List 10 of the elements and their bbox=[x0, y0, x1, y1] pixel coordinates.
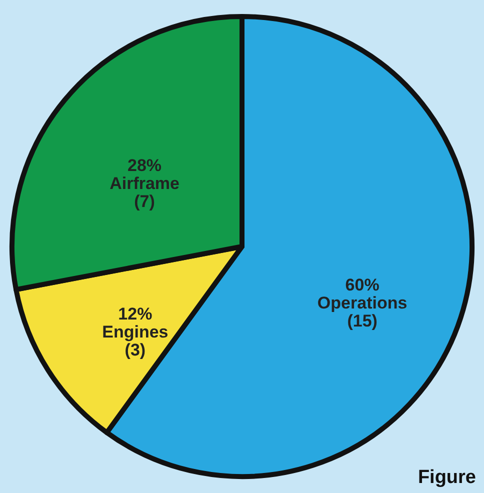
text: Figure bbox=[418, 467, 476, 488]
slice-label: Airframe bbox=[110, 174, 180, 193]
text: (15) bbox=[347, 312, 378, 331]
text: (7) bbox=[134, 192, 155, 211]
data-label: 60% bbox=[345, 276, 380, 295]
data-label: 28% bbox=[128, 156, 162, 175]
data-label: 12% bbox=[118, 304, 152, 324]
text: (3) bbox=[124, 340, 146, 360]
slice-label: Engines bbox=[102, 322, 168, 342]
slice-label: Operations bbox=[317, 294, 408, 313]
